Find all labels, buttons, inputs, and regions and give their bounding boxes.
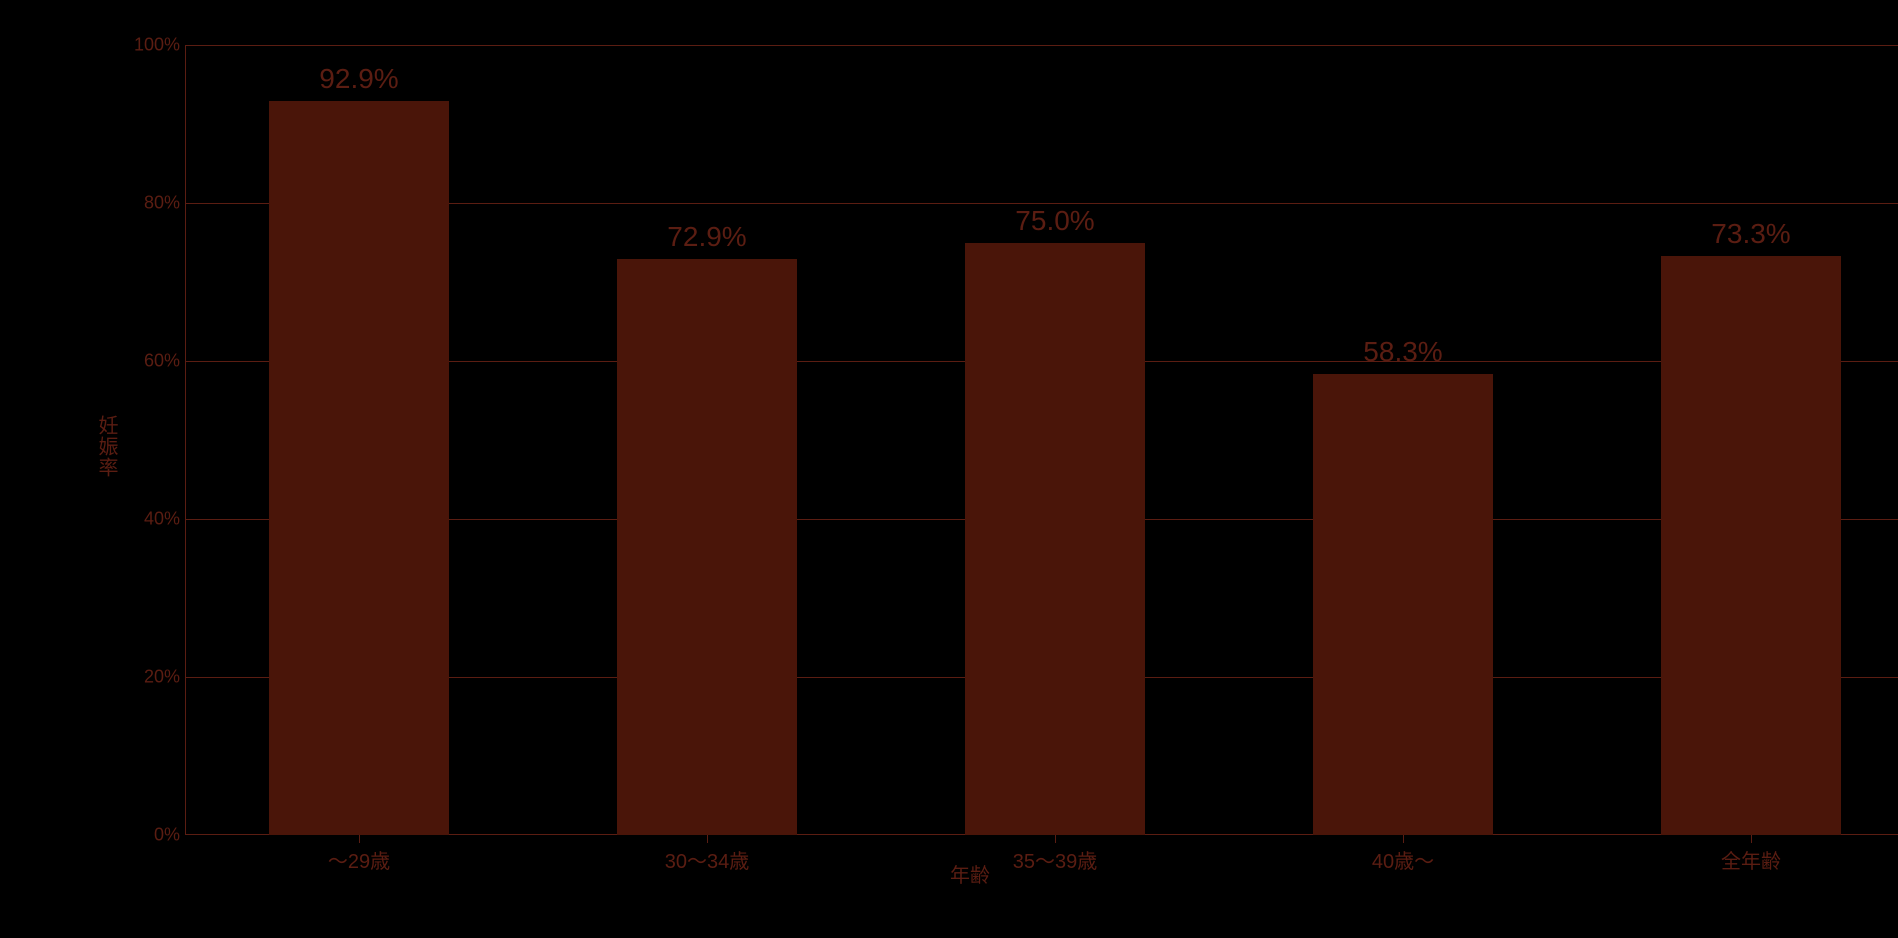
gridline (185, 45, 1898, 46)
x-tick-label: 30〜34歳 (665, 845, 750, 874)
y-axis-line (185, 45, 186, 835)
x-tick-mark (359, 835, 360, 843)
x-tick-label: 35〜39歳 (1013, 845, 1098, 874)
y-tick-label: 20% (144, 667, 180, 688)
x-tick-label: 40歳〜 (1372, 845, 1434, 874)
bar (1313, 374, 1494, 835)
y-axis-title: 妊娠率 (92, 415, 121, 478)
x-tick-label: 全年齢 (1721, 845, 1781, 874)
bar (617, 259, 798, 835)
x-tick-mark (1751, 835, 1752, 843)
bar-value-label: 92.9% (319, 63, 398, 95)
x-axis-title: 年齢 (950, 859, 990, 888)
bar (965, 243, 1146, 836)
bar-value-label: 58.3% (1363, 336, 1442, 368)
x-tick-mark (1403, 835, 1404, 843)
bar-value-label: 72.9% (667, 221, 746, 253)
bar-value-label: 73.3% (1711, 218, 1790, 250)
y-tick-label: 40% (144, 509, 180, 530)
bar (1661, 256, 1842, 835)
y-tick-label: 60% (144, 351, 180, 372)
y-tick-label: 0% (154, 825, 180, 846)
bar-value-label: 75.0% (1015, 205, 1094, 237)
plot-area: 92.9% 72.9% 75.0% 58.3% 73.3% (185, 45, 1898, 835)
bar-chart: 妊娠率 0% 20% 40% 60% 80% 100% 92.9% 72.9% 75.0% 58… (60, 20, 1880, 900)
x-tick-label: 〜29歳 (328, 845, 390, 874)
x-tick-mark (707, 835, 708, 843)
y-tick-label: 100% (134, 35, 180, 56)
x-tick-mark (1055, 835, 1056, 843)
bar (269, 101, 450, 835)
y-tick-label: 80% (144, 193, 180, 214)
